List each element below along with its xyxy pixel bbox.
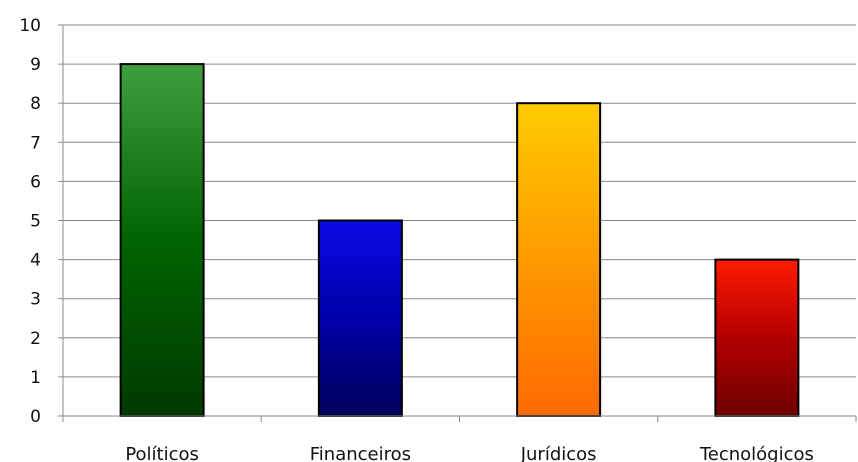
y-tick-label: 9 <box>30 55 41 75</box>
y-tick-label: 8 <box>30 94 41 114</box>
y-tick-label: 2 <box>30 329 41 349</box>
y-tick-label: 0 <box>30 407 41 427</box>
y-tick-label: 6 <box>30 172 41 192</box>
y-tick-labels: 0 1 2 3 4 5 6 7 8 9 10 <box>19 16 41 427</box>
y-tick-label: 4 <box>30 251 41 271</box>
bar-políticos <box>119 63 205 417</box>
y-tick-label: 7 <box>30 133 41 153</box>
x-category-label: Jurídicos <box>520 444 597 462</box>
x-category-labels: Políticos Financeiros Jurídicos Tecnológico… <box>125 444 814 462</box>
bar-tecnológicos <box>714 258 800 417</box>
x-category-label: Financeiros <box>310 444 411 462</box>
axes <box>58 24 857 422</box>
x-category-label: Políticos <box>125 444 199 462</box>
bar-financeiros <box>317 219 403 417</box>
bar-jurídicos <box>516 102 602 417</box>
y-tick-label: 10 <box>19 16 41 36</box>
bars <box>119 63 800 417</box>
y-tick-label: 5 <box>30 212 41 232</box>
y-tick-label: 1 <box>30 368 41 388</box>
y-tick-label: 3 <box>30 290 41 310</box>
x-category-label: Tecnológicos <box>699 444 814 462</box>
